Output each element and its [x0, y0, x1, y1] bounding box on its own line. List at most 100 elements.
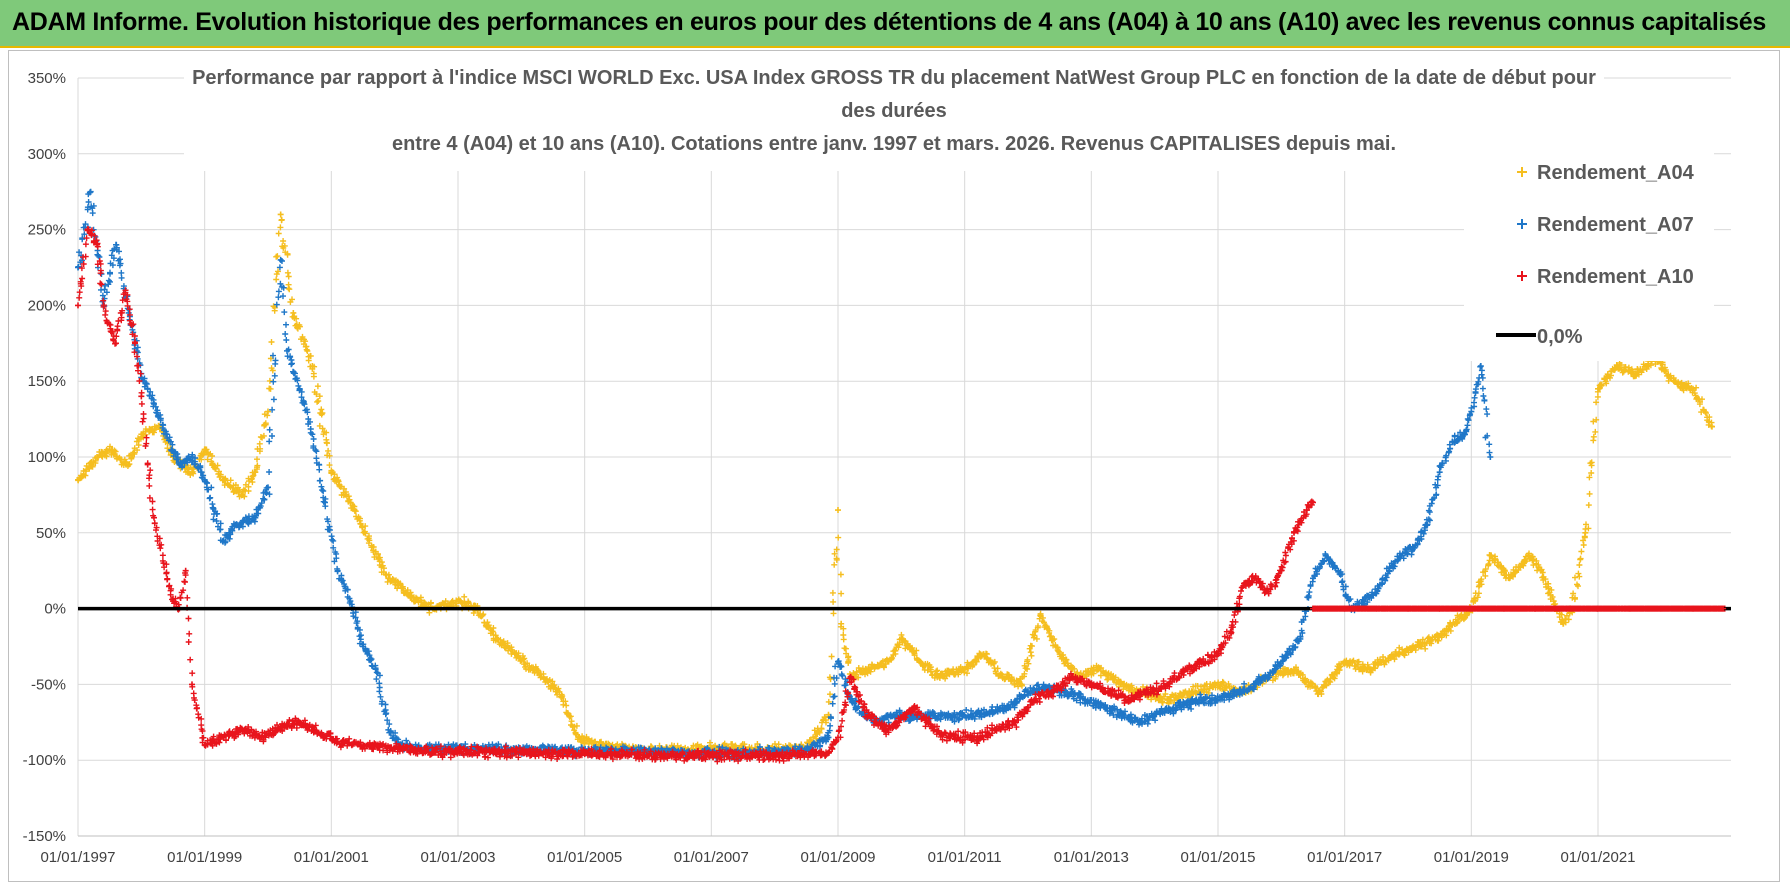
series-markers [805, 747, 831, 761]
legend-label: Rendement_A04 [1537, 162, 1695, 184]
series-markers [253, 484, 270, 519]
series-markers [221, 724, 245, 744]
series-markers [1399, 543, 1416, 562]
chart-title-line: des durées [841, 100, 947, 122]
data-point [372, 666, 379, 673]
y-tick-label: 300% [28, 146, 66, 163]
series-markers [284, 346, 303, 393]
data-point [144, 461, 151, 468]
series-markers [1165, 665, 1189, 690]
series-markers [84, 226, 101, 247]
series-markers [182, 570, 196, 677]
series-markers [1336, 568, 1355, 611]
data-point [1477, 363, 1484, 370]
series-markers [95, 443, 113, 461]
series-markers [1507, 552, 1532, 581]
data-point [113, 340, 119, 347]
series-markers [837, 623, 853, 677]
series-markers [424, 743, 461, 761]
series-markers [531, 663, 562, 698]
series-markers [161, 561, 175, 603]
series-markers [575, 733, 607, 750]
legend-item: Rendement_A10 [1517, 266, 1694, 288]
series-markers [266, 264, 284, 498]
series-markers [1158, 699, 1183, 717]
series-markers [1184, 655, 1208, 677]
legend-item: Rendement_A04 [1517, 162, 1695, 184]
series-markers [825, 658, 842, 736]
chart-title-line: entre 4 (A04) et 10 ans (A10). Cotations… [392, 133, 1396, 155]
series-markers [1478, 371, 1493, 456]
series-markers [911, 703, 930, 730]
legend-marker [1517, 271, 1527, 281]
series-markers [139, 422, 163, 441]
data-point [1310, 499, 1316, 506]
series-markers [709, 747, 746, 765]
legend-label: Rendement_A10 [1537, 266, 1694, 288]
legend: Rendement_A04 Rendement_A07 Rendement_A10 0… [1496, 162, 1695, 348]
series-markers [993, 717, 1018, 734]
series-markers [677, 747, 714, 764]
x-tick-label: 01/01/2021 [1560, 849, 1635, 866]
series-markers [974, 722, 1000, 744]
data-point [277, 723, 284, 730]
series-markers [1311, 551, 1329, 580]
series-markers [772, 747, 809, 764]
series-markers [1290, 664, 1322, 698]
x-tick-label: 01/01/2007 [674, 849, 749, 866]
series-markers [310, 436, 327, 505]
series-markers [108, 446, 131, 469]
series-markers [1253, 666, 1278, 686]
grid [77, 77, 1731, 837]
y-tick-label: -100% [23, 752, 66, 769]
data-point [290, 309, 297, 316]
series-markers [645, 748, 682, 763]
data-point [75, 302, 81, 309]
series-markers [981, 650, 1006, 680]
series-markers [486, 743, 524, 761]
series-markers [1367, 648, 1399, 675]
series-markers [373, 669, 393, 728]
y-tick-label: 100% [28, 449, 66, 466]
series-markers [1374, 565, 1393, 595]
series-markers [1443, 604, 1473, 634]
series-markers [1202, 648, 1222, 667]
y-tick-label: 350% [28, 70, 66, 87]
y-tick-label: 150% [28, 373, 66, 390]
series-markers [138, 374, 157, 406]
data-point [122, 287, 129, 294]
x-tick-label: 01/01/2015 [1180, 849, 1255, 866]
chart-title-background [184, 59, 1604, 171]
series-markers [860, 701, 878, 728]
series-markers [455, 593, 481, 616]
legend-marker [1517, 167, 1527, 177]
series-markers [278, 216, 296, 320]
x-tick-label: 01/01/2019 [1434, 849, 1509, 866]
series-markers [474, 606, 499, 644]
y-tick-label: -50% [31, 676, 66, 693]
series-markers [75, 455, 99, 484]
legend-item: Rendement_A07 [1517, 214, 1694, 236]
series-markers [1569, 533, 1588, 603]
data-point [277, 256, 284, 263]
series-markers [1019, 612, 1044, 689]
series-markers [936, 664, 968, 682]
series-markers [1119, 708, 1145, 728]
data-point [1709, 423, 1715, 430]
series-markers [297, 717, 321, 737]
series-markers [1234, 678, 1259, 698]
banner-title: ADAM Informe. Evolution historique des p… [12, 8, 1766, 36]
y-axis-tick-labels: 350% 300% 250% 200% 150% 100% 50% 0% -50% -100% -1… [23, 70, 66, 845]
x-axis-tick-labels: 01/01/1997 01/01/1999 01/01/2001 01/01/2003… [40, 849, 1635, 866]
y-tick-label: 50% [36, 525, 66, 542]
data-point [1424, 522, 1430, 529]
y-tick-label: 250% [28, 222, 66, 239]
series-markers [1266, 665, 1298, 684]
series-markers [918, 659, 941, 681]
data-point [138, 393, 145, 400]
series-markers [202, 446, 227, 484]
series-markers [1075, 662, 1100, 682]
series-markers [113, 289, 129, 340]
series-markers [1392, 639, 1424, 659]
